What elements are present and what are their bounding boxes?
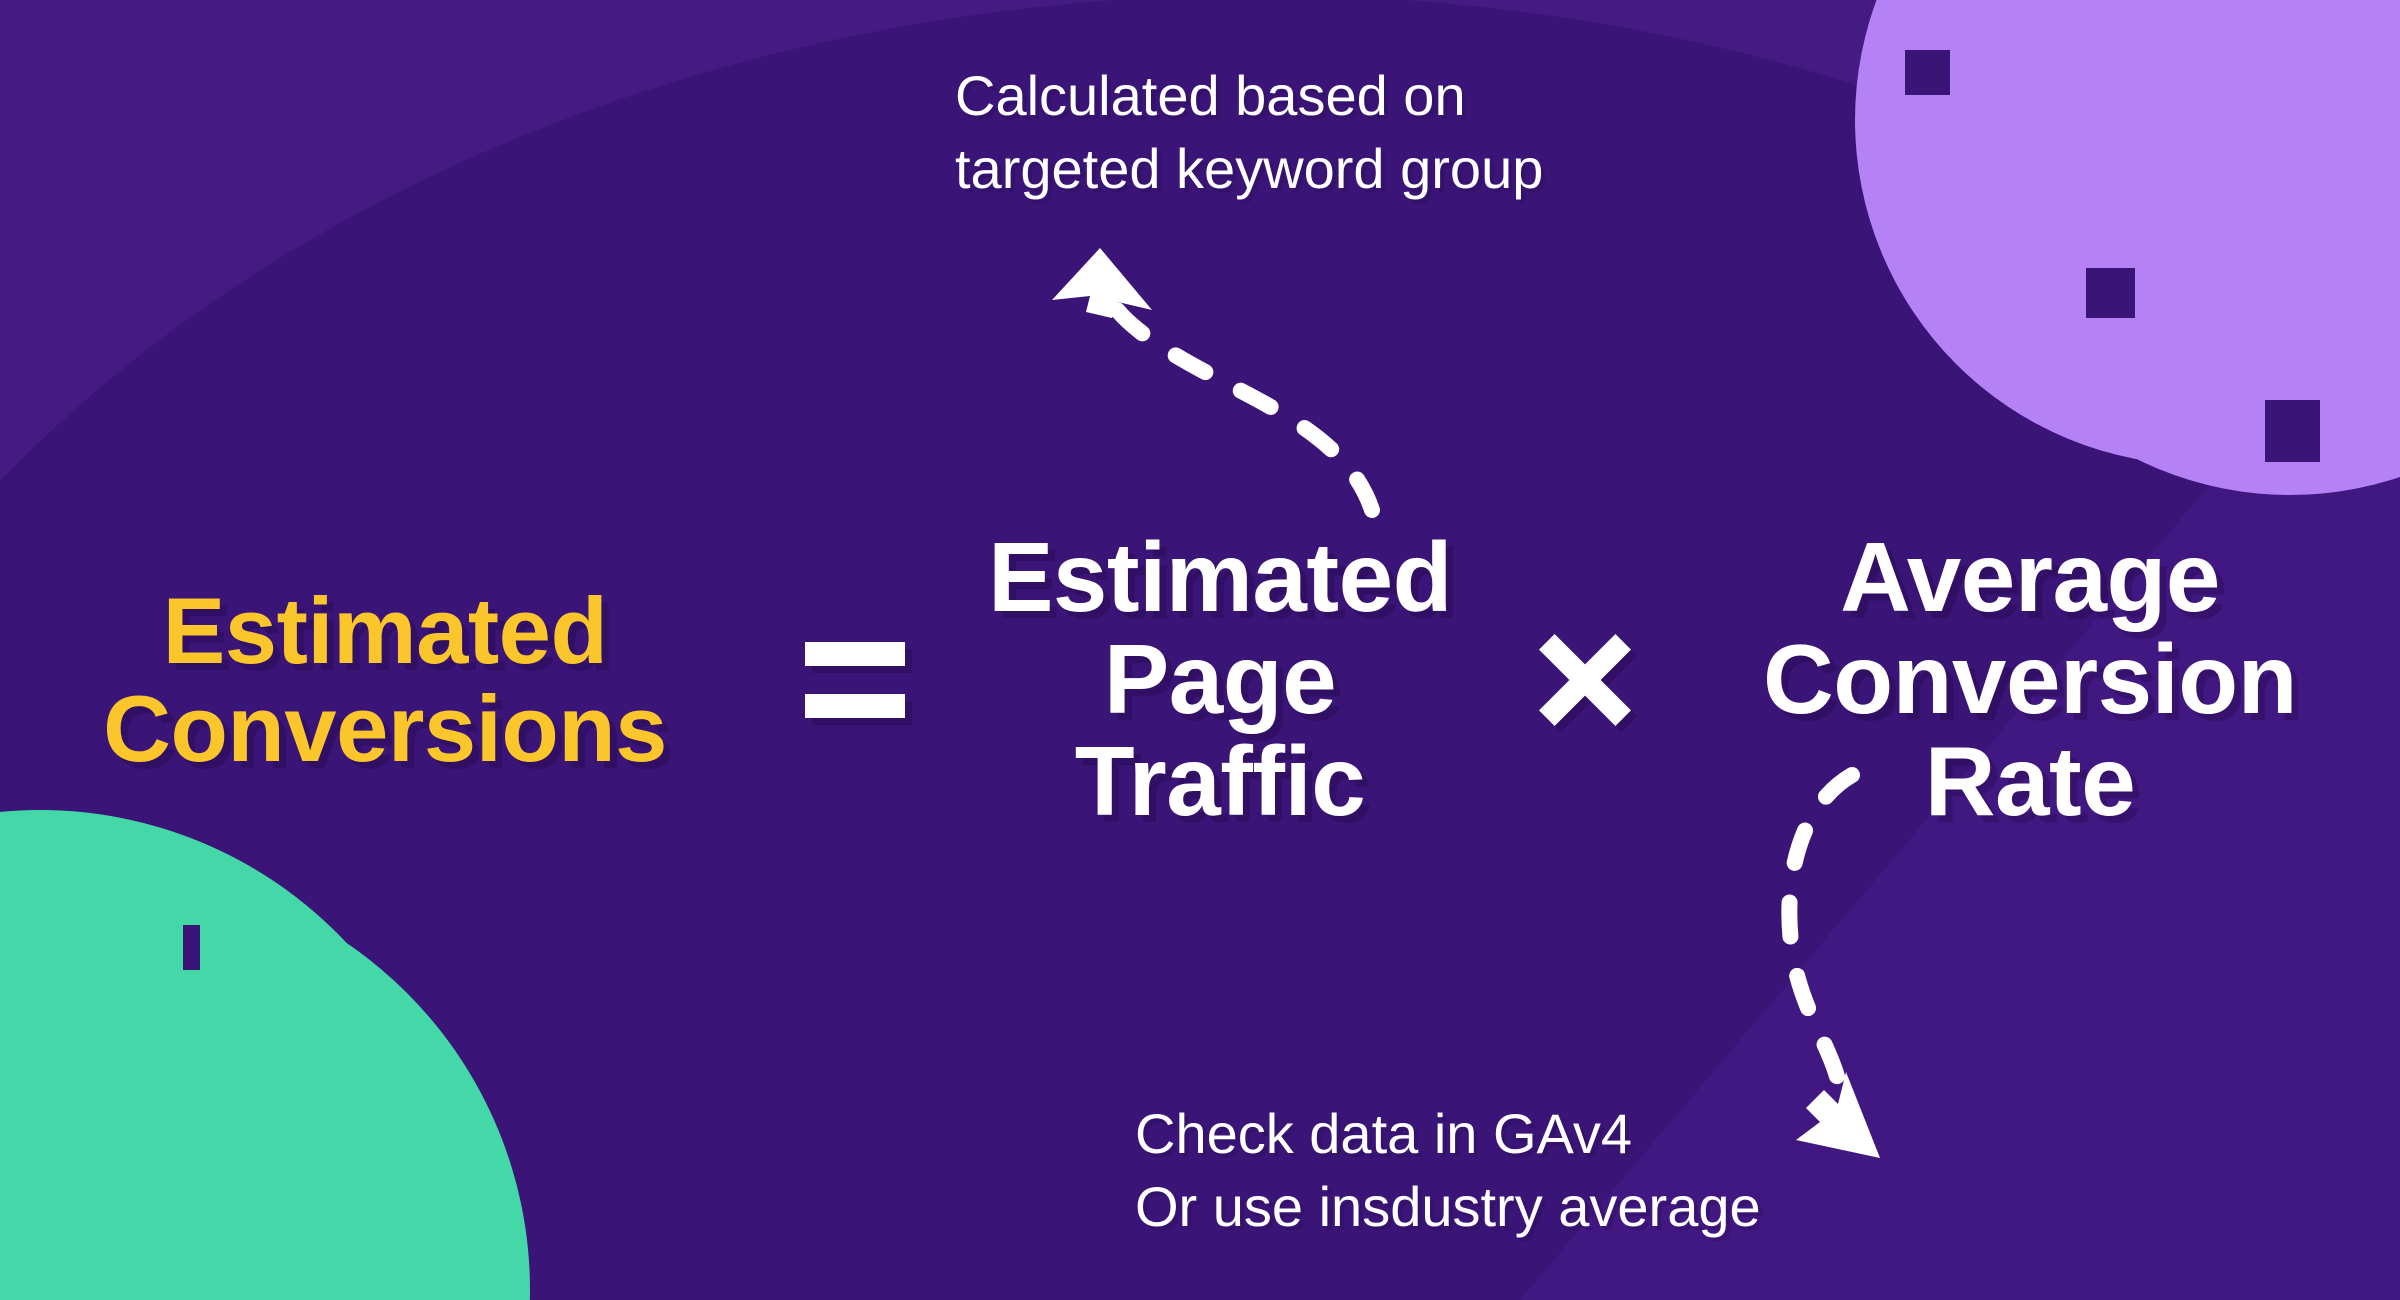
formula-factor-two-term: Average Conversion Rate <box>1762 522 2298 836</box>
equals-icon <box>805 642 905 718</box>
multiply-icon <box>1539 634 1631 726</box>
top-right-blob <box>1855 0 2400 495</box>
formula-factor-one-term: Estimated Page Traffic <box>988 522 1452 836</box>
background-diagonal-wedge <box>1520 260 2400 1300</box>
bottom-left-blob <box>0 810 530 1300</box>
top-annotation-note: Calculated based on targeted keyword gro… <box>955 64 1544 200</box>
bottom-annotation-note: Check data in GAv4 Or use insdustry aver… <box>1135 1102 1761 1238</box>
formula-row: Estimated Conversions Estimated Page Tra… <box>0 500 2400 860</box>
equals-operator <box>760 642 950 718</box>
multiply-operator <box>1490 634 1680 726</box>
formula-result-term: Estimated Conversions <box>103 578 667 781</box>
